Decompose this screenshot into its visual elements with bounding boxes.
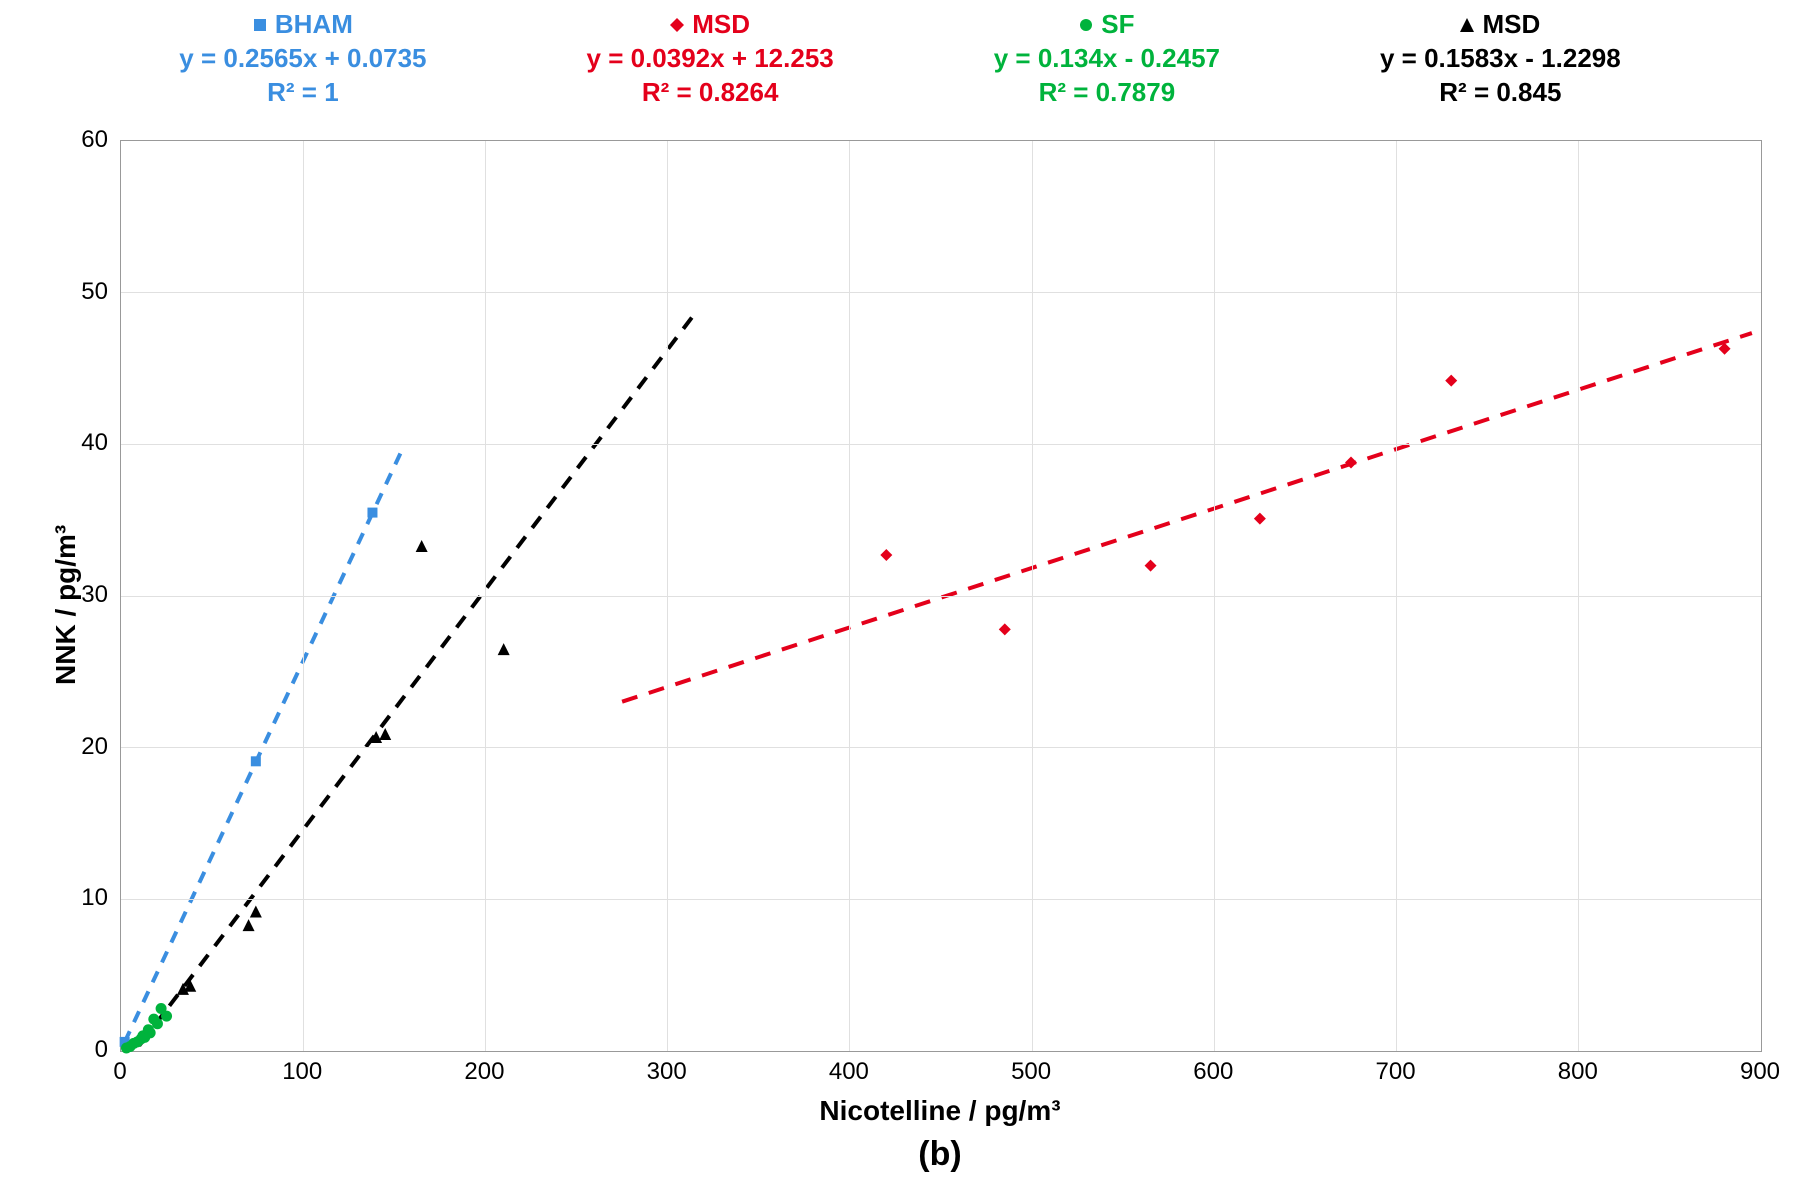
data-point-bham	[251, 756, 261, 766]
gridline-h	[121, 292, 1761, 293]
x-tick-label: 600	[1193, 1058, 1233, 1086]
legend-item-2: SFy = 0.134x - 0.2457R² = 0.7879	[994, 8, 1220, 109]
legend-r2: R² = 0.845	[1439, 76, 1561, 110]
legend-name-text: MSD	[692, 8, 750, 42]
x-tick-label: 200	[464, 1058, 504, 1086]
gridline-h	[121, 596, 1761, 597]
y-tick-label: 20	[81, 733, 108, 761]
data-point-msd_red	[1254, 513, 1266, 525]
x-tick-label: 800	[1558, 1058, 1598, 1086]
data-point-msd_red	[1145, 560, 1157, 572]
data-point-msd_black	[243, 919, 255, 931]
y-tick-label: 40	[81, 429, 108, 457]
gridline-h	[121, 747, 1761, 748]
legend-item-name: BHAM	[253, 8, 353, 42]
y-axis-title: NNK / pg/m³	[50, 525, 82, 685]
legend-item-0: BHAMy = 0.2565x + 0.0735R² = 1	[179, 8, 426, 109]
circle-icon	[1079, 18, 1093, 32]
legend-item-1: MSDy = 0.0392x + 12.253R² = 0.8264	[587, 8, 834, 109]
legend-name-text: BHAM	[275, 8, 353, 42]
legend-header: BHAMy = 0.2565x + 0.0735R² = 1MSDy = 0.0…	[0, 8, 1800, 109]
figure-container: BHAMy = 0.2565x + 0.0735R² = 1MSDy = 0.0…	[0, 0, 1800, 1200]
y-tick-label: 50	[81, 278, 108, 306]
gridline-h	[121, 899, 1761, 900]
plot-area	[120, 140, 1762, 1052]
data-point-msd_black	[250, 905, 262, 917]
data-point-sf	[152, 1018, 163, 1029]
x-tick-label: 100	[282, 1058, 322, 1086]
legend-equation: y = 0.2565x + 0.0735	[179, 42, 426, 76]
legend-equation: y = 0.1583x - 1.2298	[1380, 42, 1621, 76]
legend-name-text: SF	[1101, 8, 1134, 42]
data-point-msd_black	[498, 643, 510, 655]
y-tick-label: 60	[81, 126, 108, 154]
data-point-sf	[145, 1027, 156, 1038]
square-icon	[253, 18, 267, 32]
x-tick-label: 700	[1376, 1058, 1416, 1086]
x-axis-title: Nicotelline / pg/m³	[819, 1095, 1060, 1127]
x-tick-label: 900	[1740, 1058, 1780, 1086]
trendline-msd_black	[139, 313, 695, 1045]
x-tick-label: 0	[113, 1058, 126, 1086]
gridline-h	[121, 444, 1761, 445]
data-point-msd_black	[379, 728, 391, 740]
legend-equation: y = 0.134x - 0.2457	[994, 42, 1220, 76]
subplot-label: (b)	[918, 1135, 961, 1174]
data-point-msd_black	[416, 540, 428, 552]
data-point-bham	[367, 508, 377, 518]
legend-item-name: MSD	[1460, 8, 1540, 42]
x-tick-label: 500	[1011, 1058, 1051, 1086]
legend-r2: R² = 0.7879	[1039, 76, 1176, 110]
x-tick-label: 300	[647, 1058, 687, 1086]
x-tick-label: 400	[829, 1058, 869, 1086]
data-point-msd_red	[880, 549, 892, 561]
legend-r2: R² = 0.8264	[642, 76, 779, 110]
legend-item-name: MSD	[670, 8, 750, 42]
legend-item-3: MSDy = 0.1583x - 1.2298R² = 0.845	[1380, 8, 1621, 109]
triangle-icon	[1460, 18, 1474, 32]
legend-r2: R² = 1	[267, 76, 339, 110]
legend-name-text: MSD	[1482, 8, 1540, 42]
data-point-msd_red	[999, 623, 1011, 635]
y-tick-label: 30	[81, 581, 108, 609]
trendline-bham	[125, 447, 404, 1042]
diamond-icon	[670, 18, 684, 32]
data-point-msd_red	[1445, 375, 1457, 387]
trendline-msd_red	[622, 333, 1752, 702]
legend-equation: y = 0.0392x + 12.253	[587, 42, 834, 76]
y-tick-label: 0	[95, 1036, 108, 1064]
legend-item-name: SF	[1079, 8, 1134, 42]
y-tick-label: 10	[81, 884, 108, 912]
data-point-sf	[161, 1011, 172, 1022]
